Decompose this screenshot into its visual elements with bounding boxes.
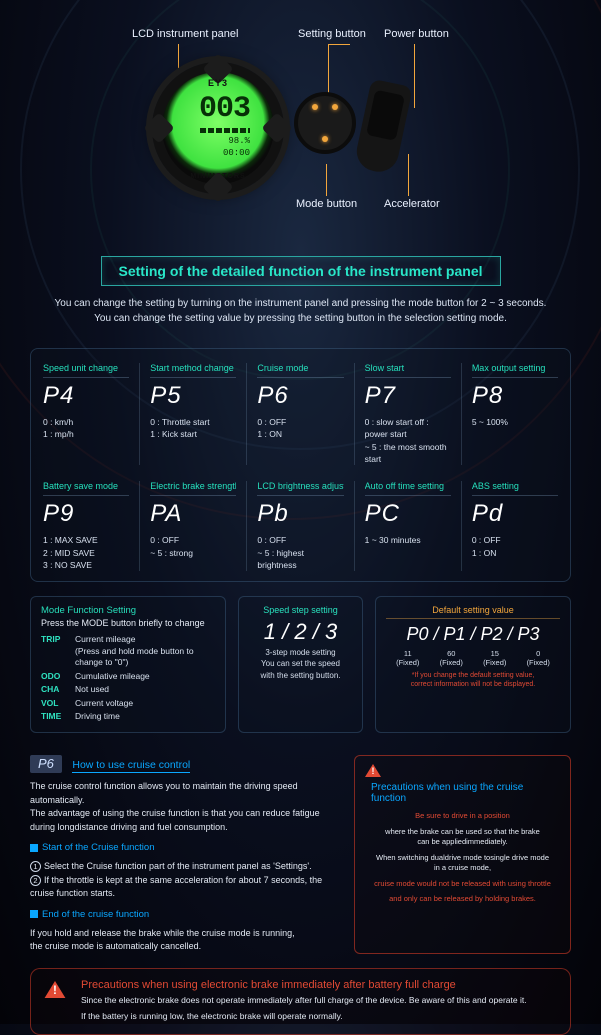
- intro-text: You can change the setting by turning on…: [24, 296, 577, 326]
- gauge-footer: MINIMOTORS: [162, 173, 274, 180]
- section-heading: Setting of the detailed function of the …: [101, 256, 501, 286]
- mode-row: ODOCumulative mileage: [41, 671, 215, 682]
- warning-icon: [365, 764, 381, 777]
- p6-precautions: Precautions when using the cruise functi…: [354, 755, 571, 954]
- mode-row: CHANot used: [41, 684, 215, 695]
- button-pod: [294, 92, 356, 154]
- param-p8: Max output settingP85 ~ 100%: [472, 363, 558, 465]
- param-pb: LCD brightness adjustmentPb0 : OFF ~ 5 :…: [257, 481, 343, 571]
- defaults-table: 1160150(Fixed)(Fixed)(Fixed)(Fixed): [386, 649, 560, 667]
- mode-heading: Mode Function Setting: [41, 605, 215, 616]
- label-setting: Setting button: [298, 28, 366, 40]
- p6-side-heading: Precautions when using the cruise functi…: [371, 782, 560, 804]
- mode-row: TIMEDriving time: [41, 711, 215, 722]
- param-pa: Electric brake strengthPA0 : OFF ~ 5 : s…: [150, 481, 236, 571]
- speed-heading: Speed step setting: [249, 605, 352, 615]
- speed-desc: 3-step mode setting You can set the spee…: [249, 647, 352, 681]
- param-p6: Cruise modeP60 : OFF 1 : ON: [257, 363, 343, 465]
- param-p9: Battery save modeP91 : MAX SAVE 2 : MID …: [43, 481, 129, 571]
- param-pc: Auto off time settingPC1 ~ 30 minutes: [365, 481, 451, 571]
- defaults-box: Default setting value P0 / P1 / P2 / P3 …: [375, 596, 571, 733]
- speed-step-box: Speed step setting 1 / 2 / 3 3-step mode…: [238, 596, 363, 733]
- mode-function-box: Mode Function Setting Press the MODE but…: [30, 596, 226, 733]
- label-lcd: LCD instrument panel: [132, 28, 238, 40]
- defaults-heading: Default setting value: [386, 605, 560, 619]
- setting-button[interactable]: [312, 104, 318, 110]
- parameters-grid: Speed unit changeP40 : km/h 1 : mp/hStar…: [30, 348, 571, 582]
- gauge-time: 00:00: [176, 148, 260, 158]
- defaults-warn: *If you change the default setting value…: [386, 671, 560, 689]
- param-p7: Slow startP70 : slow start off : power s…: [365, 363, 451, 465]
- mode-button[interactable]: [322, 136, 328, 142]
- defaults-codes: P0 / P1 / P2 / P3: [386, 624, 560, 645]
- p6-title: How to use cruise control: [72, 759, 190, 773]
- gauge-main-value: 003: [176, 94, 260, 124]
- mode-sub: Press the MODE button briefly to change: [41, 618, 215, 628]
- bottom-warning: Precautions when using electronic brake …: [30, 968, 571, 1035]
- instrument-cluster: EY3 003 98.% 00:00 MINIMOTORS: [152, 52, 452, 212]
- mode-row: VOLCurrent voltage: [41, 698, 215, 709]
- power-button[interactable]: [332, 104, 338, 110]
- p6-start-h: Start of the Cruise function: [30, 842, 342, 853]
- p6-badge: P6: [30, 755, 62, 773]
- lcd-panel: EY3 003 98.% 00:00 MINIMOTORS: [152, 62, 284, 194]
- p6-end-h: End of the cruise function: [30, 909, 342, 920]
- warn-heading: Precautions when using electronic brake …: [81, 979, 556, 991]
- accelerator[interactable]: [353, 79, 413, 176]
- speed-big: 1 / 2 / 3: [249, 619, 352, 645]
- mode-row: TRIPCurrent mileage (Press and hold mode…: [41, 634, 215, 668]
- param-p4: Speed unit changeP40 : km/h 1 : mp/h: [43, 363, 129, 465]
- param-pd: ABS settingPd0 : OFF 1 : ON: [472, 481, 558, 571]
- warning-icon: [45, 981, 66, 998]
- gauge-pct: 98.%: [228, 136, 250, 146]
- label-power: Power button: [384, 28, 449, 40]
- p6-main: P6 How to use cruise control The cruise …: [30, 755, 342, 954]
- gauge-brand: EY3: [162, 78, 274, 88]
- param-p5: Start method changeP50 : Throttle start …: [150, 363, 236, 465]
